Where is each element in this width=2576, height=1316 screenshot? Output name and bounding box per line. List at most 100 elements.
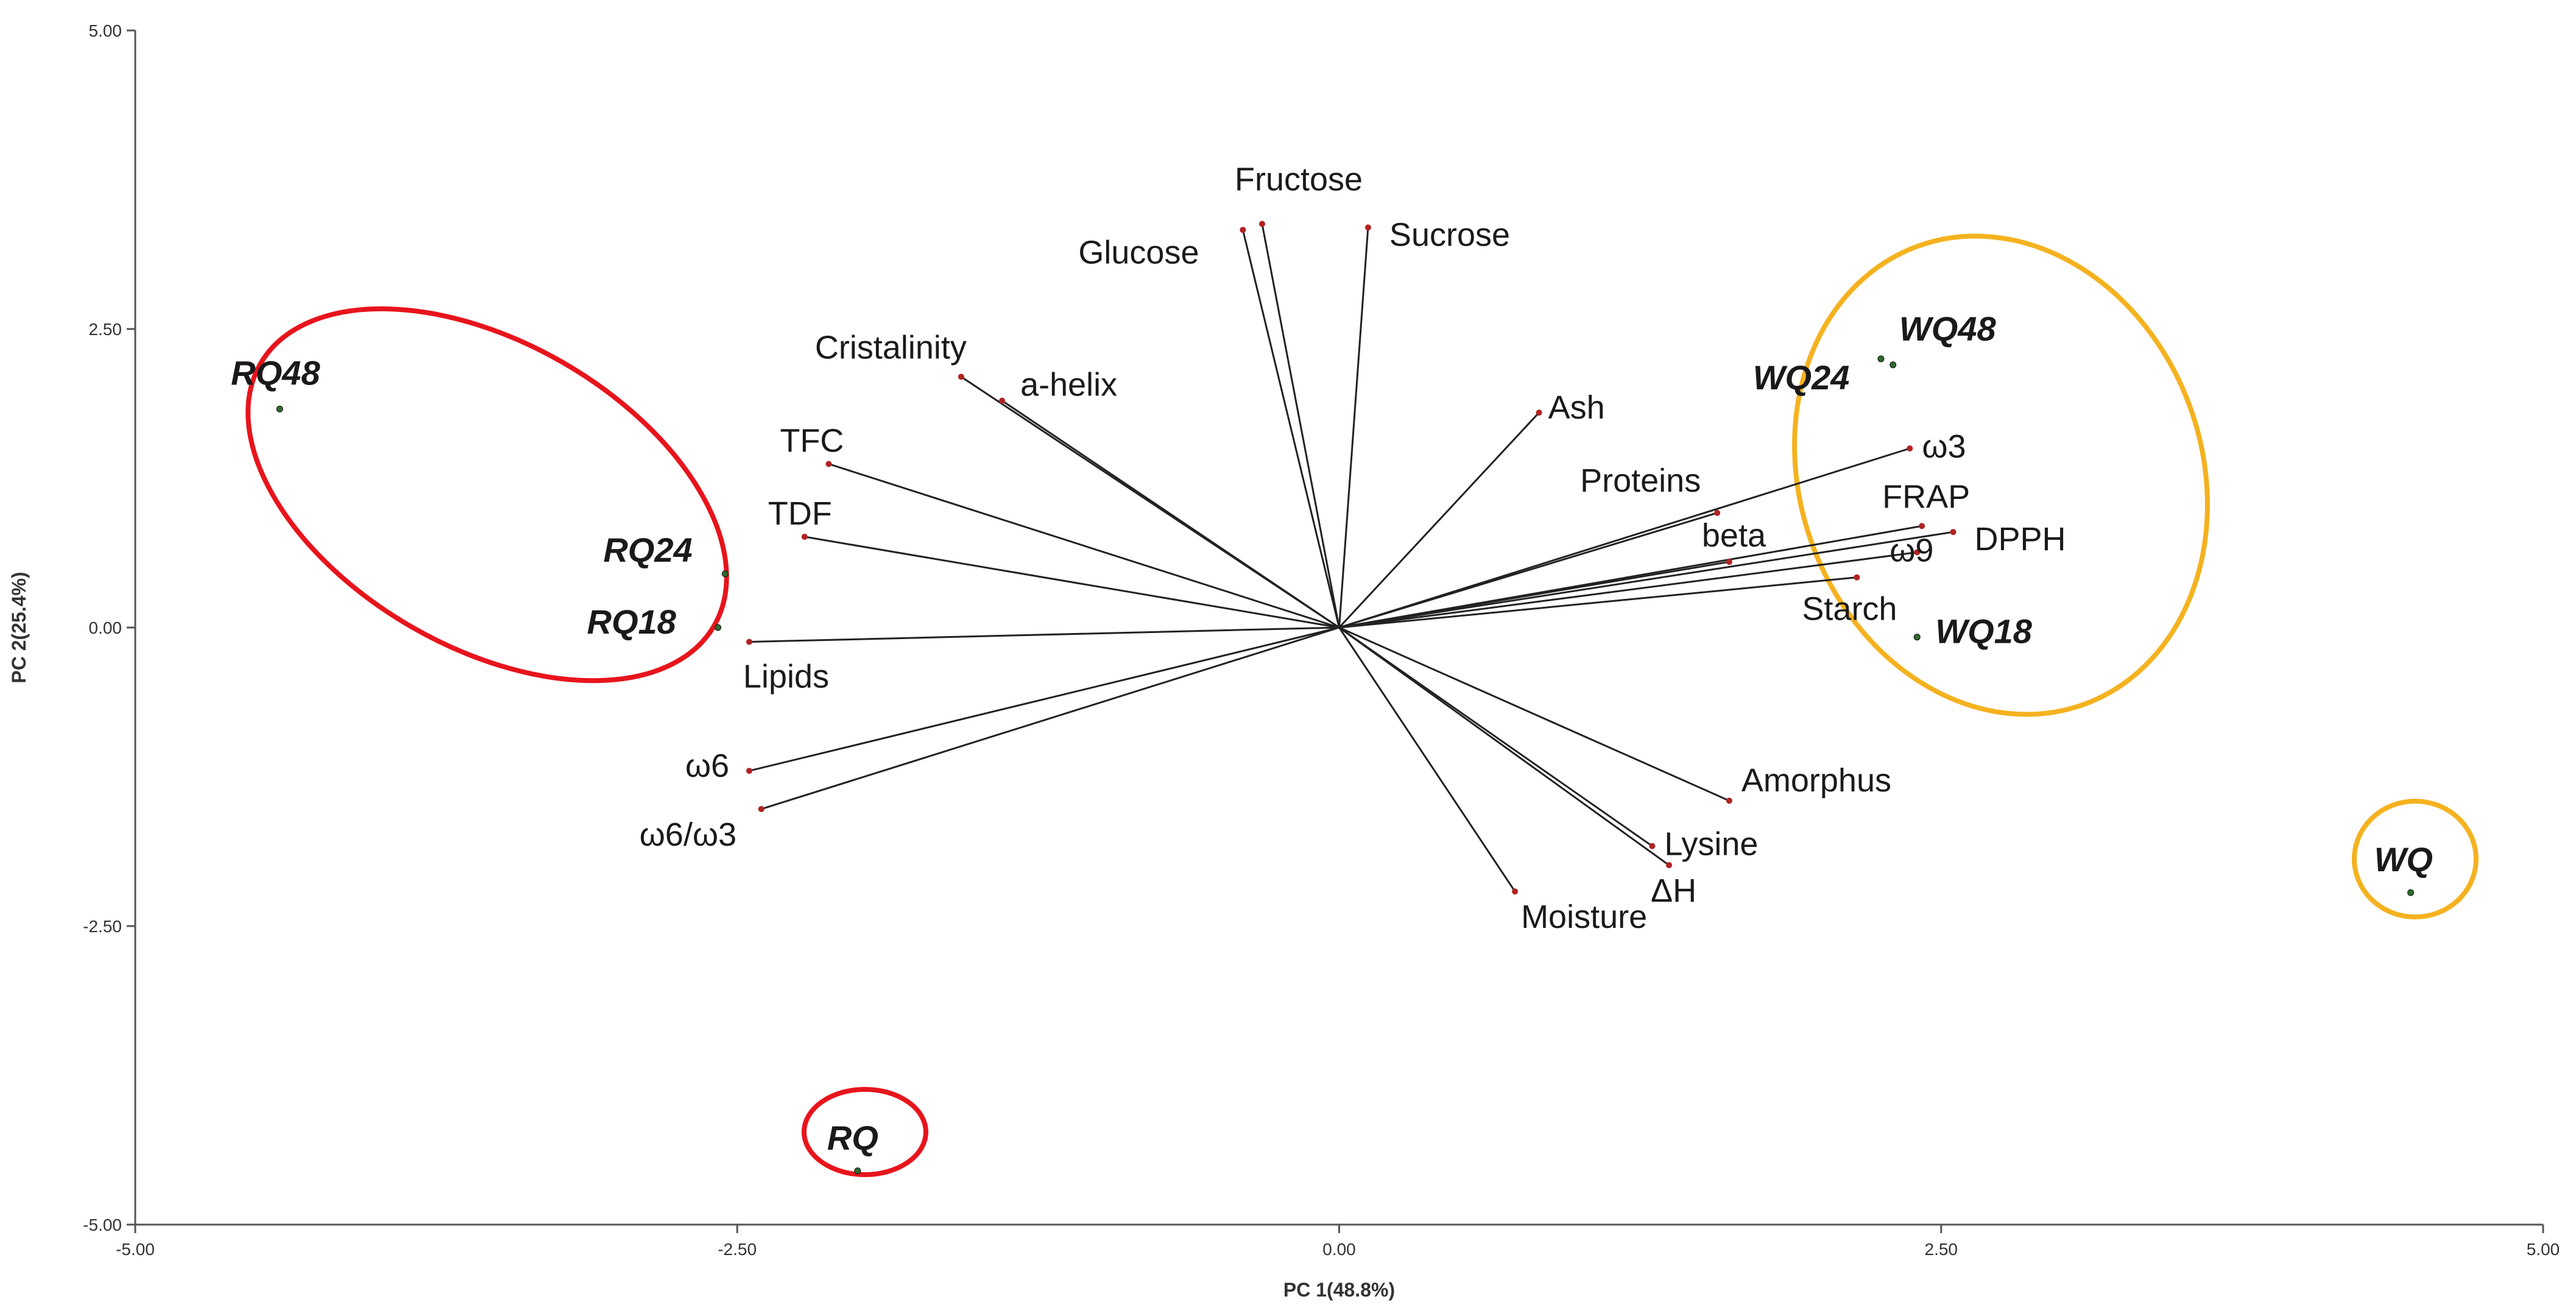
variable-label: Moisture xyxy=(1521,899,1647,935)
vector-tip xyxy=(958,373,964,380)
observation-label: WQ48 xyxy=(1899,310,1997,348)
variable-label: TDF xyxy=(768,495,832,532)
variable-label: Amorphus xyxy=(1741,762,1891,799)
group-ellipses xyxy=(245,233,2479,1177)
variable-label: Cristalinity xyxy=(815,329,967,366)
vector-tip xyxy=(1536,409,1542,416)
variable-label: beta xyxy=(1702,517,1766,554)
group-ellipse xyxy=(1792,233,2210,717)
y-axis-title: PC 2(25.4%) xyxy=(8,571,30,683)
vector-tip xyxy=(1919,523,1925,529)
y-tick-label: 5.00 xyxy=(89,21,122,40)
vector-tip xyxy=(1854,574,1860,581)
vector-tip xyxy=(1666,862,1673,869)
vector-15 xyxy=(1339,561,1730,629)
vector-12 xyxy=(1339,447,1910,629)
observation-point xyxy=(854,1167,861,1175)
vector-tip xyxy=(1259,221,1266,227)
vector-tip xyxy=(825,461,832,467)
observation-point xyxy=(276,405,283,412)
observation-label: WQ xyxy=(2374,840,2433,879)
vector-tip xyxy=(801,534,808,540)
variable-label: Lipids xyxy=(743,659,829,695)
vector-9 xyxy=(761,626,1339,810)
vector-18 xyxy=(1338,626,1730,802)
vector-4 xyxy=(1001,400,1340,629)
variable-label: ω3 xyxy=(1922,428,1966,465)
vector-tip xyxy=(1950,529,1957,536)
observation-point xyxy=(2407,889,2415,896)
observation-point xyxy=(715,624,722,631)
variable-label: Glucose xyxy=(1078,234,1199,271)
loading-vectors xyxy=(746,221,1957,895)
x-tick-label: 0.00 xyxy=(1322,1240,1356,1259)
vector-tip xyxy=(1714,509,1721,516)
vector-21 xyxy=(1338,627,1516,892)
vector-tip xyxy=(1907,445,1913,451)
vector-tip xyxy=(746,639,753,645)
group-ellipse xyxy=(245,306,729,684)
variable-label: DPPH xyxy=(1975,521,2066,557)
vector-tip xyxy=(1649,843,1656,849)
vector-19 xyxy=(1338,626,1653,847)
group-ellipse xyxy=(802,1087,928,1177)
variable-label: Proteins xyxy=(1580,462,1701,499)
x-tick-label: -5.00 xyxy=(116,1240,155,1259)
axes: -5.00 -2.50 0.00 2.50 5.00 5.00 2.50 0.00 -2.50 -… xyxy=(83,21,2560,1259)
vector-tip xyxy=(1240,227,1246,233)
y-tick-label: -2.50 xyxy=(83,917,122,936)
variable-label: Fructose xyxy=(1235,161,1363,198)
vector-7 xyxy=(749,626,1339,643)
observation-label: WQ24 xyxy=(1753,358,1850,397)
vector-14 xyxy=(1339,531,1953,629)
variable-label: ω6/ω3 xyxy=(640,816,736,853)
variable-label: Ash xyxy=(1548,389,1605,426)
observation-label: RQ48 xyxy=(231,353,320,392)
variable-label: ω9 xyxy=(1890,532,1933,569)
vector-8 xyxy=(749,626,1339,772)
vector-17 xyxy=(1339,576,1857,629)
observation-label: RQ xyxy=(827,1119,878,1157)
variable-label: ΔH xyxy=(1651,872,1696,909)
observation-point xyxy=(1890,361,1897,369)
observation-point xyxy=(721,570,729,578)
y-tick-label: -5.00 xyxy=(83,1215,122,1234)
group-ellipse xyxy=(2352,799,2479,919)
observation-points xyxy=(276,355,2415,1175)
y-tick-label: 2.50 xyxy=(89,320,122,339)
vector-6 xyxy=(804,536,1339,629)
vector-2 xyxy=(1338,227,1369,628)
vector-tip xyxy=(1512,888,1519,895)
observation-point xyxy=(1877,355,1885,363)
x-tick-label: 5.00 xyxy=(2527,1240,2560,1259)
observation-label: WQ18 xyxy=(1935,612,2033,651)
x-tick-label: 2.50 xyxy=(1925,1240,1958,1259)
observation-point xyxy=(1913,634,1921,641)
y-tick-label: 0.00 xyxy=(89,618,122,637)
vector-0 xyxy=(1261,224,1340,628)
variable-label: FRAP xyxy=(1882,478,1970,515)
variable-label: a-helix xyxy=(1020,367,1117,403)
vector-tip xyxy=(1726,559,1732,565)
vector-tip xyxy=(1364,224,1371,231)
variable-label: Lysine xyxy=(1664,826,1758,863)
vector-10 xyxy=(1338,412,1540,629)
observation-label: RQ24 xyxy=(603,531,692,569)
variable-label: Starch xyxy=(1802,591,1897,628)
vector-tip xyxy=(758,805,764,812)
observation-label: RQ18 xyxy=(587,603,677,641)
vector-tip xyxy=(1914,549,1921,556)
vector-16 xyxy=(1339,551,1918,629)
x-tick-label: -2.50 xyxy=(718,1240,757,1259)
vector-tip xyxy=(999,397,1006,404)
vector-tip xyxy=(1726,798,1732,804)
variable-label: TFC xyxy=(780,422,844,459)
variable-label: ω6 xyxy=(685,748,729,784)
vector-5 xyxy=(828,463,1339,629)
x-axis-title: PC 1(48.8%) xyxy=(1283,1279,1395,1301)
vector-1 xyxy=(1241,229,1340,628)
variable-label: Sucrose xyxy=(1389,216,1510,253)
vector-tip xyxy=(746,768,753,774)
vector-20 xyxy=(1338,626,1670,866)
